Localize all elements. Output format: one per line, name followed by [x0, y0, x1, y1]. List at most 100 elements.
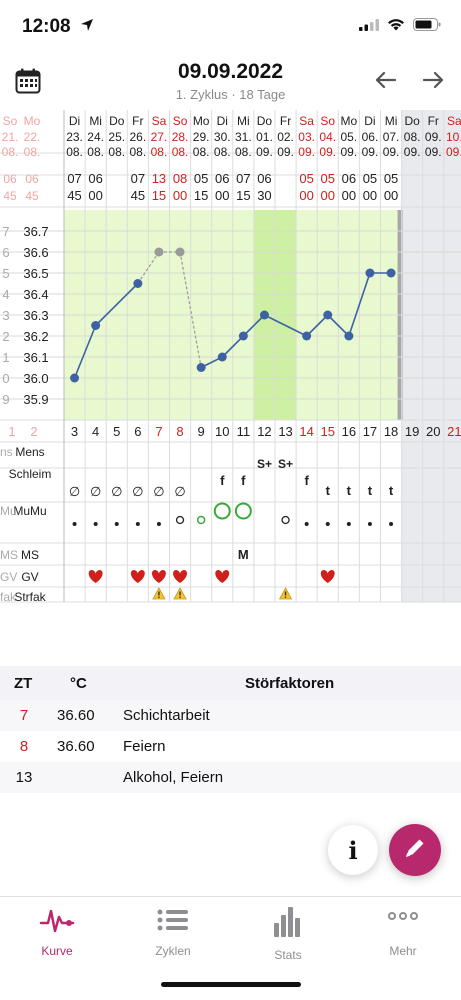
month-label: 08. [66, 145, 83, 159]
cervix-dot [156, 522, 161, 526]
cervix-circle-large-green [234, 502, 252, 520]
time-hour-label: 05 [299, 171, 313, 186]
row-label: Mens [15, 445, 44, 459]
warning-icon-mark [284, 591, 287, 596]
temperature-line-segment [137, 251, 160, 284]
cycle-day-label: 14 [299, 424, 313, 439]
cell-temp: 36.60 [57, 738, 95, 755]
date-label: 04. [319, 130, 336, 144]
info-button[interactable]: i [328, 825, 378, 875]
time-hour-label: 06 [257, 171, 271, 186]
cycle-day-label: 8 [176, 424, 183, 439]
month-label: 09. [362, 145, 379, 159]
month-label: 09. [319, 145, 336, 159]
prev-time-m: 45 [3, 189, 17, 203]
prev-weekday: Mo [24, 114, 41, 128]
row-label: MS [21, 548, 39, 562]
tab-stats[interactable]: Stats [242, 905, 334, 962]
tab-zyklen[interactable]: Zyklen [127, 905, 219, 958]
table-row[interactable]: 7 36.60 Schichtarbeit [0, 700, 461, 731]
header-temp: °C [70, 675, 87, 692]
cycle-day-label: 6 [134, 424, 141, 439]
warning-icon-dot [179, 596, 181, 598]
y-tick-label: 36.7 [23, 224, 48, 239]
date-label: 09. [425, 130, 442, 144]
temperature-line-segment [73, 325, 97, 379]
cell-factors: Alkohol, Feiern [123, 769, 224, 786]
temperature-line-segment [221, 335, 244, 358]
battery-icon [413, 18, 441, 36]
time-minute-label: 00 [342, 188, 356, 203]
heart-icon [320, 570, 335, 583]
prev-time-m: 45 [25, 189, 39, 203]
time-minute-label: 00 [299, 188, 313, 203]
table-row[interactable]: 13 Alkohol, Feiern [0, 762, 461, 793]
weekday-label: Di [69, 114, 80, 128]
temperature-point [344, 331, 354, 341]
table-row[interactable]: 8 36.60 Feiern [0, 731, 461, 762]
weekday-label: Sa [299, 114, 314, 128]
warning-icon-mark [179, 591, 181, 596]
edit-button[interactable] [389, 824, 441, 876]
weekday-label: Sa [152, 114, 167, 128]
date-label: 27. [151, 130, 168, 144]
temperature-point [91, 321, 101, 330]
date-label: 31. [235, 130, 252, 144]
cycle-day-label: 15 [321, 424, 335, 439]
time-minute-label: 15 [236, 188, 250, 203]
time-minute-label: 15 [152, 188, 166, 203]
time-hour-label: 13 [152, 171, 166, 186]
weekday-label: Mi [237, 114, 250, 128]
temperature-point [259, 310, 269, 320]
heart-icon [173, 570, 187, 583]
y-tick-label-partial: 2 [2, 329, 9, 344]
cycle-day-label: 13 [278, 424, 292, 439]
cervix-dot [135, 522, 140, 526]
date-label: 02. [277, 130, 294, 144]
time-minute-label: 45 [131, 188, 145, 203]
cycle-day-label: 18 [384, 424, 398, 439]
mucus-mark: ∅ [90, 484, 101, 499]
tab-zyklen-label: Zyklen [155, 944, 191, 958]
time-minute-label: 00 [363, 188, 377, 203]
cycle-subtitle: 1. Zyklus · 18 Tage [175, 87, 286, 102]
arrow-right-icon[interactable] [421, 68, 445, 97]
temperature-line-segment [95, 282, 139, 327]
date-label: 08. [404, 130, 421, 144]
tab-kurve[interactable]: Kurve [11, 905, 103, 958]
wifi-icon [387, 18, 405, 36]
temperature-point [70, 373, 80, 383]
arrow-left-icon[interactable] [374, 68, 398, 97]
cycle-day-label: 10 [215, 424, 229, 439]
calendar-icon[interactable] [15, 68, 41, 99]
time-hour-label: 05 [384, 171, 398, 186]
tab-stats-label: Stats [274, 948, 302, 962]
temperature-line-segment [179, 251, 202, 368]
heart-icon [215, 570, 230, 583]
cervix-dot [346, 522, 351, 526]
temperature-line-segment [348, 272, 371, 337]
status-bar: 12:08 [0, 0, 461, 54]
y-tick-label: 36.0 [23, 371, 48, 386]
month-label: 09. [446, 145, 461, 159]
list-icon [156, 909, 190, 939]
home-indicator [161, 982, 301, 987]
time-minute-label: 00 [173, 188, 187, 203]
table-header: ZT °C Störfaktoren [0, 666, 461, 700]
cycle-day-label: 3 [71, 424, 78, 439]
mucus-mark: t [389, 483, 394, 498]
temperature-line-segment [242, 314, 266, 337]
y-tick-label-partial: 5 [2, 266, 9, 281]
tab-mehr[interactable]: Mehr [357, 905, 449, 958]
month-label: 08. [214, 145, 231, 159]
row-label-partial: ns [0, 445, 13, 459]
month-label: 08. [193, 145, 210, 159]
y-tick-label-partial: 0 [2, 371, 9, 386]
time-minute-label: 15 [194, 188, 208, 203]
cycle-chart[interactable]: 36.7 7 36.6 6 36.5 5 36.4 4 36.3 3 36.2 2 36.1 1 36.0 0… [0, 110, 461, 610]
time-minute-label: 00 [215, 188, 229, 203]
time-hour-label: 06 [88, 171, 102, 186]
temperature-point [386, 268, 396, 278]
y-tick-label-partial: 1 [2, 350, 9, 365]
y-tick-label-partial: 4 [2, 287, 9, 302]
